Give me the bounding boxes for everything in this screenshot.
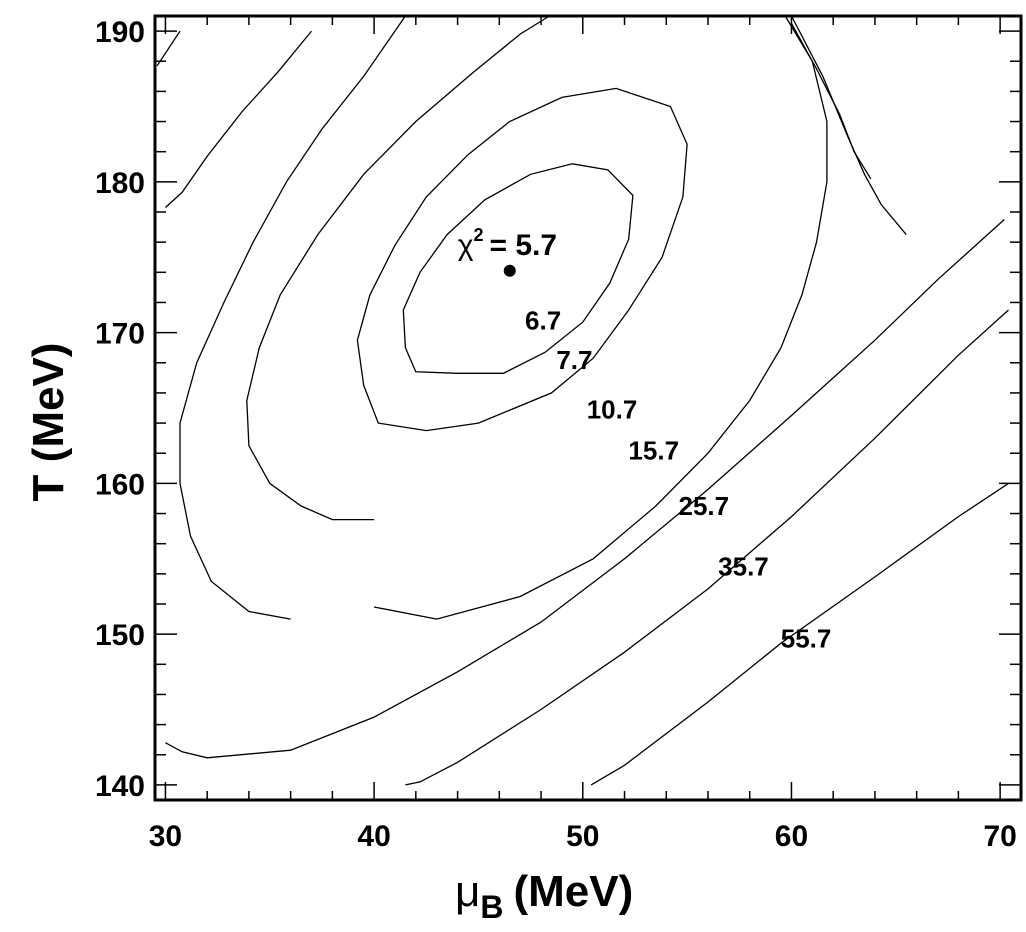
contour-line	[402, 163, 634, 374]
contour-line	[790, 15, 907, 236]
contour-line	[405, 309, 1009, 786]
y-tick-label: 160	[95, 468, 145, 501]
y-tick-label: 150	[95, 619, 145, 652]
contour-line	[590, 482, 1009, 786]
contour-level-label: 15.7	[628, 435, 679, 465]
contour-level-label: 10.7	[587, 395, 638, 425]
contour-line	[165, 219, 1005, 759]
x-tick-label: 70	[983, 820, 1016, 853]
plot-frame	[153, 14, 1023, 802]
contour-line	[246, 15, 550, 521]
best-fit-label: χ2 = 5.7	[458, 225, 557, 262]
best-fit-point	[503, 264, 516, 277]
x-tick-label: 50	[566, 820, 599, 853]
x-tick-label: 60	[775, 820, 808, 853]
contour-line	[179, 15, 406, 620]
chi-value: = 5.7	[490, 229, 558, 262]
y-tick-label: 180	[95, 167, 145, 200]
y-axis-title: T (MeV)	[24, 343, 73, 502]
y-tick-label: 170	[95, 318, 145, 351]
y-tick-label: 140	[95, 770, 145, 803]
chi-symbol: χ	[458, 229, 474, 262]
contour-level-label: 25.7	[679, 491, 730, 521]
contour-line	[356, 87, 688, 432]
contour-level-label: 55.7	[781, 624, 832, 654]
contour-lines	[156, 15, 1009, 786]
contour-line	[156, 30, 181, 67]
contour-line	[790, 23, 872, 180]
chi-exponent: 2	[473, 225, 483, 245]
x-axis-sub: B	[480, 889, 503, 925]
x-axis-mu: μ	[455, 867, 480, 916]
contour-level-label: 6.7	[525, 306, 561, 336]
x-tick-label: 30	[149, 820, 182, 853]
contour-line	[164, 30, 313, 208]
tick-labels: 30 40 50 60 70 140 150 160 170 180 190	[95, 16, 1017, 853]
x-axis-title: μB (MeV)	[455, 867, 633, 925]
axis-ticks	[155, 16, 1021, 800]
contour-level-label: 35.7	[718, 551, 769, 581]
x-tick-label: 40	[357, 820, 390, 853]
x-axis-unit: (MeV)	[513, 867, 633, 916]
contour-line	[373, 15, 828, 620]
contour-labels: 6.7 7.7 10.7 15.725.7 35.7 55.7	[525, 306, 831, 654]
contour-level-label: 7.7	[556, 345, 592, 375]
y-tick-label: 190	[95, 16, 145, 49]
